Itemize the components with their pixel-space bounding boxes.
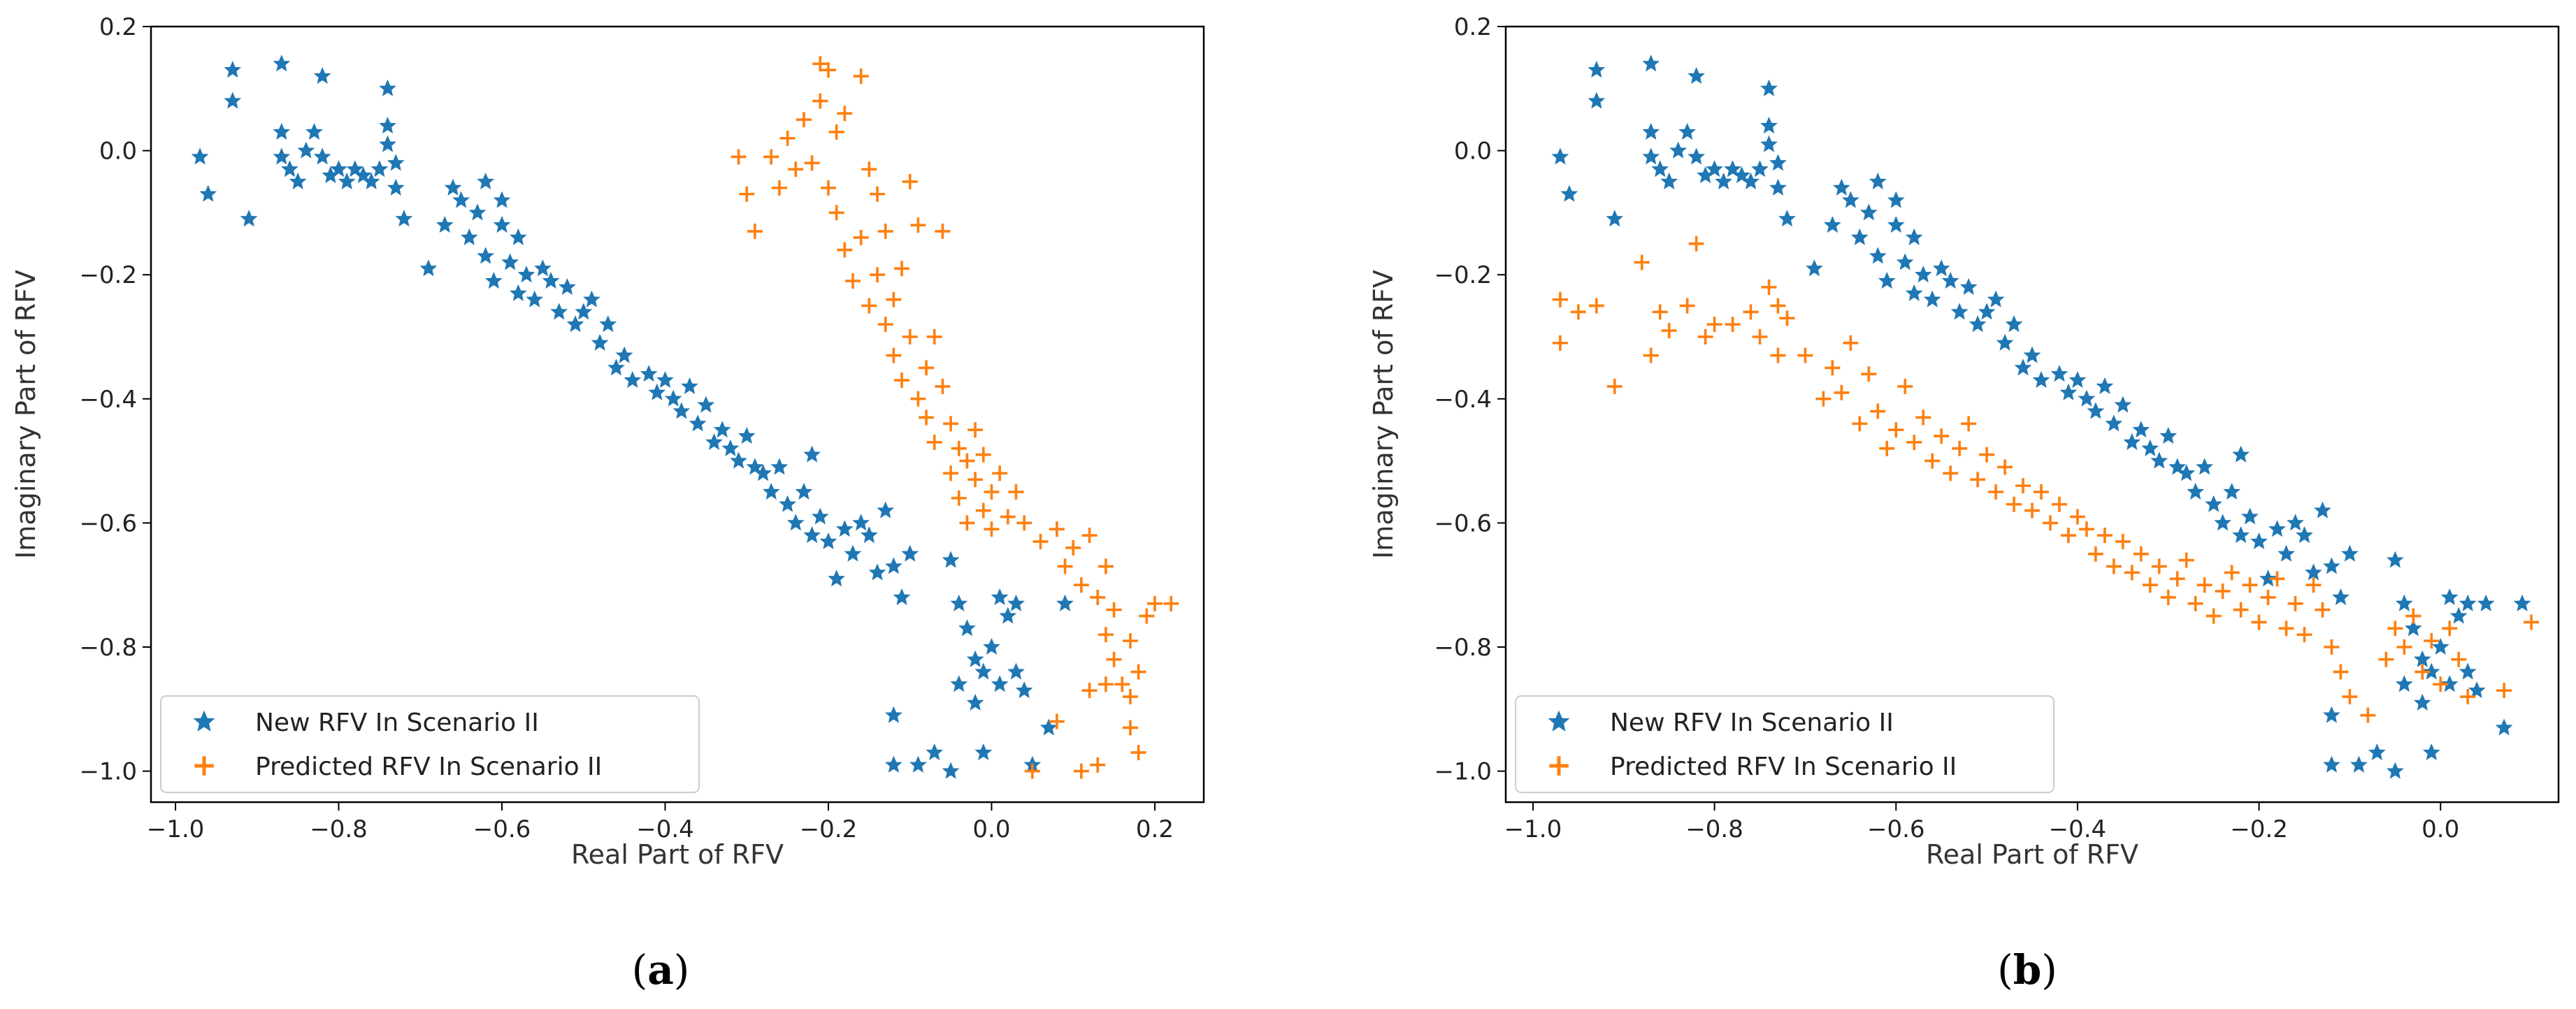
x-tick-label-b-4: −0.2 (2230, 815, 2288, 843)
caption-b-close: ) (2041, 946, 2057, 994)
panel-a: −1.0 −0.8 −0.6 −0.4 −0.2 0.0 0.2 0.2 0.0 −0.2 −0.… (10, 13, 1205, 994)
x-tick-label-a-5: 0.0 (972, 815, 1010, 843)
y-tick-label-a-1: 0.0 (99, 138, 137, 166)
y-ticks-a: 0.2 0.0 −0.2 −0.4 −0.6 −0.8 −1.0 (79, 13, 151, 786)
x-tick-label-b-1: −0.8 (1685, 815, 1743, 843)
x-axis-label-a: Real Part of RFV (571, 839, 784, 870)
y-tick-label-b-1: 0.0 (1454, 138, 1492, 166)
y-ticks-b: 0.2 0.0 −0.2 −0.4 −0.6 −0.8 −1.0 (1434, 13, 1506, 786)
x-tick-label-b-5: 0.0 (2422, 815, 2459, 843)
panel-b: −1.0 −0.8 −0.6 −0.4 −0.2 0.0 0.2 0.0 −0.2 −0.4 −0… (1368, 13, 2560, 994)
legend-a: New RFV In Scenario II Predicted RFV In … (160, 695, 700, 793)
y-tick-label-a-6: −1.0 (79, 758, 137, 786)
legend-label-new-rfv-b: New RFV In Scenario II (1610, 709, 1894, 737)
x-tick-label-a-0: −1.0 (147, 815, 205, 843)
x-tick-label-a-6: 0.2 (1136, 815, 1174, 843)
caption-b: (b) (1997, 946, 2057, 994)
y-tick-label-a-2: −0.2 (79, 261, 137, 289)
y-tick-label-b-4: −0.6 (1434, 509, 1492, 537)
caption-a: (a) (632, 946, 690, 994)
caption-b-letter: b (2013, 946, 2042, 994)
x-tick-label-a-3: −0.4 (636, 815, 694, 843)
y-tick-label-b-3: −0.4 (1434, 386, 1492, 414)
x-axis-label-b: Real Part of RFV (1926, 839, 2138, 870)
y-tick-label-a-0: 0.2 (99, 13, 137, 41)
y-tick-label-b-6: −1.0 (1434, 758, 1492, 786)
caption-a-open: ( (632, 946, 648, 994)
caption-a-close: ) (674, 946, 690, 994)
x-tick-label-a-1: −0.8 (310, 815, 368, 843)
legend-label-predicted-rfv-a: Predicted RFV In Scenario II (255, 753, 602, 781)
x-tick-label-a-4: −0.2 (800, 815, 858, 843)
x-tick-label-b-2: −0.6 (1867, 815, 1925, 843)
legend-label-predicted-rfv-b: Predicted RFV In Scenario II (1610, 753, 1957, 781)
x-ticks-b: −1.0 −0.8 −0.6 −0.4 −0.2 0.0 (1504, 802, 2459, 843)
legend-box-b (1515, 695, 2055, 793)
y-tick-label-a-5: −0.8 (79, 634, 137, 662)
y-tick-label-b-0: 0.2 (1454, 13, 1492, 41)
x-tick-label-b-0: −1.0 (1504, 815, 1562, 843)
y-tick-label-a-3: −0.4 (79, 386, 137, 414)
legend-box-a (160, 695, 700, 793)
legend-label-new-rfv-a: New RFV In Scenario II (255, 709, 539, 737)
caption-b-open: ( (1997, 946, 2013, 994)
y-axis-label-a: Imaginary Part of RFV (10, 270, 41, 559)
y-tick-label-a-4: −0.6 (79, 509, 137, 537)
y-tick-label-b-2: −0.2 (1434, 261, 1492, 289)
x-tick-label-a-2: −0.6 (473, 815, 531, 843)
legend-b: New RFV In Scenario II Predicted RFV In … (1515, 695, 2055, 793)
y-axis-label-b: Imaginary Part of RFV (1368, 270, 1399, 559)
x-ticks-a: −1.0 −0.8 −0.6 −0.4 −0.2 0.0 0.2 (147, 802, 1174, 843)
x-tick-label-b-3: −0.4 (2049, 815, 2107, 843)
caption-a-letter: a (647, 946, 674, 994)
y-tick-label-b-5: −0.8 (1434, 634, 1492, 662)
